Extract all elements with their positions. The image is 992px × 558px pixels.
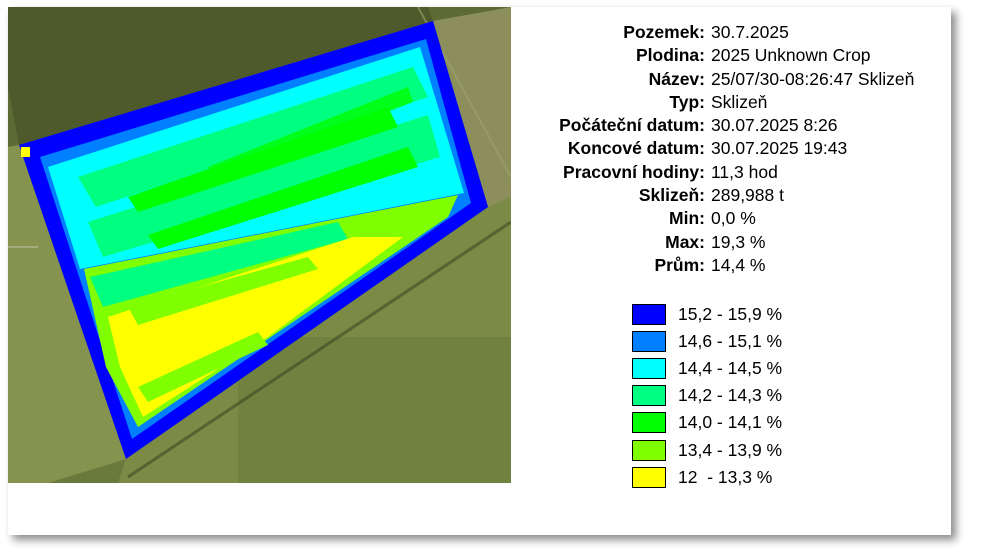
legend-label: 14,4 - 14,5 % (678, 358, 783, 379)
field-info-panel: Pozemek: 30.7.2025 Plodina: 2025 Unknown C… (513, 21, 943, 277)
legend-item: 12 - 13,3 % (632, 464, 782, 491)
info-row-koncove-datum: Koncové datum: 30.07.2025 19:43 (513, 137, 943, 160)
report-card: Pozemek: 30.7.2025 Plodina: 2025 Unknown C… (8, 7, 951, 535)
legend-item: 14,6 - 15,1 % (632, 328, 782, 355)
legend-label: 14,2 - 14,3 % (678, 385, 783, 406)
info-value: Sklizeň (711, 91, 768, 112)
info-label: Koncové datum: (567, 138, 705, 159)
info-label: Pracovní hodiny: (563, 161, 705, 182)
info-value: 289,988 t (711, 185, 784, 206)
info-label: Max: (665, 231, 705, 252)
info-label: Počáteční datum: (559, 115, 705, 136)
info-label: Sklizeň: (638, 185, 705, 206)
legend-swatch (632, 412, 666, 434)
info-label: Pozemek: (623, 22, 705, 42)
info-row-sklizen: Sklizeň: 289,988 t (513, 184, 943, 207)
satellite-map-image (8, 7, 511, 483)
info-row-plodina: Plodina: 2025 Unknown Crop (513, 44, 943, 67)
info-value: 25/07/30-08:26:47 Sklizeň (711, 68, 915, 89)
moisture-legend: 15,2 - 15,9 % 14,6 - 15,1 % 14,4 - 14,5 … (632, 301, 782, 491)
info-row-max: Max: 19,3 % (513, 231, 943, 254)
legend-item: 14,2 - 14,3 % (632, 382, 782, 409)
yield-map[interactable] (8, 7, 511, 483)
legend-label: 12 - 13,3 % (678, 466, 773, 487)
info-value: 0,0 % (711, 208, 756, 229)
legend-swatch (632, 439, 666, 461)
info-label: Název: (648, 68, 705, 89)
info-value: 30.07.2025 8:26 (711, 115, 838, 136)
legend-swatch (632, 385, 666, 407)
info-value: 30.7.2025 (711, 22, 789, 42)
info-label: Typ: (669, 91, 705, 112)
info-row-pozemek: Pozemek: 30.7.2025 (513, 21, 943, 44)
legend-swatch (632, 304, 666, 326)
legend-swatch (632, 358, 666, 380)
legend-swatch (632, 466, 666, 488)
legend-item: 13,4 - 13,9 % (632, 436, 782, 463)
legend-label: 15,2 - 15,9 % (678, 304, 783, 325)
info-label: Prům: (654, 254, 705, 275)
info-value: 11,3 hod (711, 161, 778, 182)
info-row-typ: Typ: Sklizeň (513, 91, 943, 114)
info-label: Plodina: (635, 45, 705, 66)
legend-label: 14,0 - 14,1 % (678, 412, 783, 433)
info-row-pocatecni-datum: Počáteční datum: 30.07.2025 8:26 (513, 114, 943, 137)
info-value: 30.07.2025 19:43 (711, 138, 848, 159)
info-value: 14,4 % (711, 254, 766, 275)
info-label: Min: (669, 208, 705, 229)
info-row-nazev: Název: 25/07/30-08:26:47 Sklizeň (513, 68, 943, 91)
legend-item: 14,4 - 14,5 % (632, 355, 782, 382)
info-row-min: Min: 0,0 % (513, 207, 943, 230)
legend-swatch (632, 331, 666, 353)
info-row-prum: Prům: 14,4 % (513, 254, 943, 277)
info-value: 19,3 % (711, 231, 766, 252)
legend-label: 14,6 - 15,1 % (678, 331, 783, 352)
info-value: 2025 Unknown Crop (711, 45, 871, 66)
legend-label: 13,4 - 13,9 % (678, 439, 783, 460)
legend-item: 14,0 - 14,1 % (632, 409, 782, 436)
info-row-pracovni-hodiny: Pracovní hodiny: 11,3 hod (513, 161, 943, 184)
legend-item: 15,2 - 15,9 % (632, 301, 782, 328)
